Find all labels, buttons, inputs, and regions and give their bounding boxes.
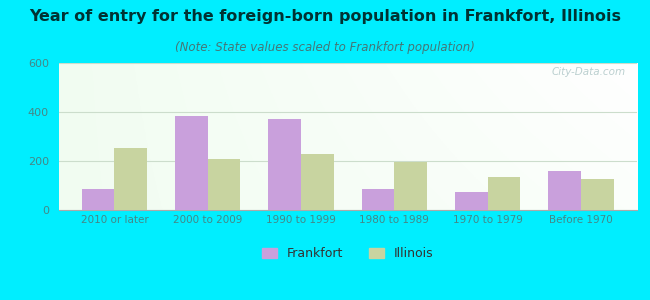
Bar (82, 189, 114, 210)
Text: City-Data.com: City-Data.com (551, 68, 625, 77)
Bar (395, 162, 427, 210)
Bar (455, 192, 488, 210)
Bar (208, 158, 240, 210)
Legend: Frankfort, Illinois: Frankfort, Illinois (257, 242, 438, 266)
Bar (175, 116, 208, 210)
Text: (Note: State values scaled to Frankfort population): (Note: State values scaled to Frankfort … (175, 40, 475, 53)
Bar (362, 189, 395, 210)
Bar (268, 119, 301, 210)
Text: Year of entry for the foreign-born population in Frankfort, Illinois: Year of entry for the foreign-born popul… (29, 9, 621, 24)
Bar (549, 171, 581, 210)
Bar (301, 154, 333, 210)
Bar (114, 148, 147, 210)
Bar (488, 177, 521, 210)
Bar (581, 179, 614, 210)
